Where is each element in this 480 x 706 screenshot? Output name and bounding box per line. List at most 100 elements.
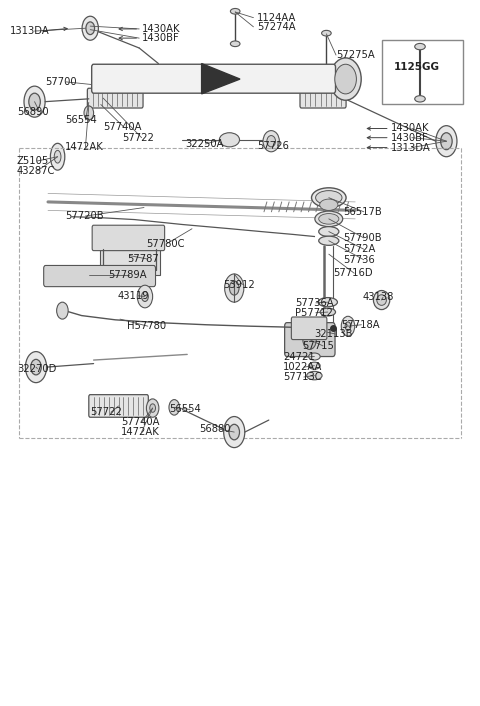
Text: 57274A: 57274A [257,22,295,32]
Text: 57715: 57715 [302,341,334,351]
Text: 57740A: 57740A [121,417,159,427]
Text: 1022AA: 1022AA [283,362,323,372]
Text: P57712: P57712 [295,308,333,318]
Ellipse shape [415,95,425,102]
Text: 57275A: 57275A [336,50,375,60]
FancyBboxPatch shape [285,323,335,357]
Text: 57716D: 57716D [334,268,373,278]
FancyBboxPatch shape [89,395,148,417]
Text: 57780C: 57780C [146,239,185,249]
Ellipse shape [319,213,339,225]
Circle shape [84,106,94,120]
Text: 53912: 53912 [223,280,255,289]
Circle shape [137,285,153,308]
Text: 43138: 43138 [362,292,394,302]
Circle shape [225,274,244,302]
Circle shape [142,292,148,301]
Bar [382,40,463,104]
Text: 57736: 57736 [343,255,375,265]
Text: 57720B: 57720B [65,211,103,221]
Text: 56880: 56880 [199,424,231,434]
Ellipse shape [415,43,425,49]
Ellipse shape [335,64,356,94]
Ellipse shape [320,308,336,316]
Circle shape [224,417,245,448]
Text: 1430BF: 1430BF [391,133,429,143]
Text: 43119: 43119 [118,291,149,301]
Circle shape [29,93,40,110]
Text: 1430AK: 1430AK [142,24,180,34]
Ellipse shape [263,131,279,152]
Text: 57718A: 57718A [341,320,379,330]
Ellipse shape [307,371,322,380]
Text: 1430AK: 1430AK [391,124,430,133]
Text: 56554: 56554 [169,405,201,414]
Circle shape [82,16,98,40]
Text: 57736A: 57736A [295,298,334,308]
Text: 57726: 57726 [257,141,288,151]
Text: 57790B: 57790B [343,233,382,243]
Text: 1472AK: 1472AK [121,427,160,437]
FancyBboxPatch shape [92,225,165,251]
Circle shape [229,424,240,440]
Text: 24721: 24721 [283,352,315,362]
Ellipse shape [230,41,240,47]
Circle shape [169,400,180,415]
Text: 32270D: 32270D [17,364,56,373]
Text: H57780: H57780 [127,321,167,331]
Ellipse shape [318,297,337,306]
FancyBboxPatch shape [291,317,327,340]
Text: 56517B: 56517B [343,207,382,217]
Circle shape [345,322,351,330]
Circle shape [341,316,355,336]
FancyBboxPatch shape [44,265,156,287]
Circle shape [57,302,68,319]
Circle shape [436,126,457,157]
Ellipse shape [373,291,390,309]
Polygon shape [202,64,240,94]
Ellipse shape [309,353,320,360]
Text: 57713C: 57713C [283,372,322,382]
Circle shape [150,404,156,412]
Text: 43287C: 43287C [17,166,55,176]
FancyBboxPatch shape [300,88,346,108]
Text: 1313DA: 1313DA [391,143,431,152]
Text: 57789A: 57789A [108,270,146,280]
Text: 56554: 56554 [65,115,96,125]
Circle shape [86,22,95,35]
Circle shape [441,133,452,150]
Ellipse shape [50,143,65,170]
Ellipse shape [267,136,276,147]
Text: 32113B: 32113B [314,329,353,339]
Ellipse shape [312,188,346,208]
Text: 57722: 57722 [90,407,122,417]
Text: 1125GG: 1125GG [394,62,440,72]
Circle shape [229,281,239,295]
Ellipse shape [219,133,240,147]
Text: 57700: 57700 [46,77,77,87]
FancyBboxPatch shape [87,88,143,108]
Ellipse shape [322,30,331,36]
Bar [100,249,160,275]
Text: 1313DA: 1313DA [10,26,49,36]
Text: 57722: 57722 [122,133,154,143]
Text: 57740A: 57740A [103,122,142,132]
Ellipse shape [319,236,339,245]
Text: 1124AA: 1124AA [257,13,296,23]
Circle shape [24,86,45,117]
Ellipse shape [377,295,386,305]
Ellipse shape [330,58,361,100]
Text: 32250A: 32250A [185,139,223,149]
Circle shape [25,352,47,383]
Circle shape [146,399,159,417]
Ellipse shape [309,362,320,369]
FancyBboxPatch shape [92,64,336,93]
Text: 5772A: 5772A [343,244,375,254]
Ellipse shape [230,8,240,14]
Ellipse shape [319,227,339,237]
Ellipse shape [320,199,338,210]
Text: 1472AK: 1472AK [65,142,104,152]
Circle shape [31,359,41,375]
Circle shape [303,330,316,349]
Text: 1430BF: 1430BF [142,33,180,43]
